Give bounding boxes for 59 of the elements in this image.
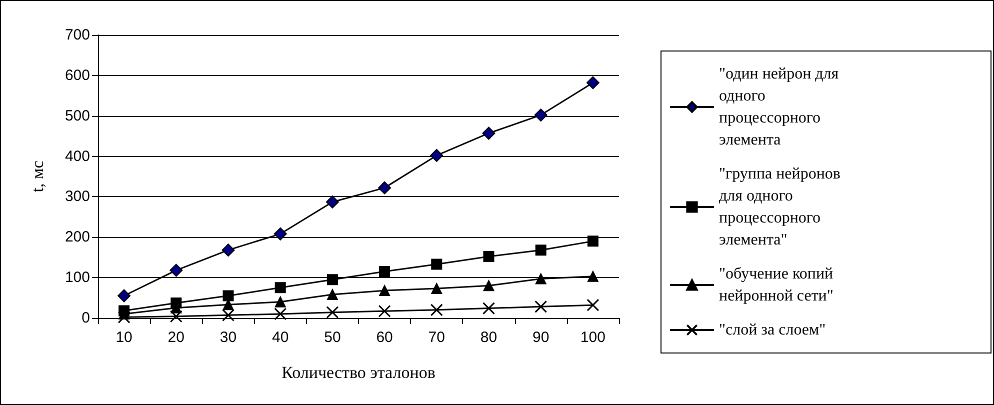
point — [326, 195, 339, 208]
y-tick-label: 300 — [64, 188, 90, 206]
x-tick-label: 50 — [324, 329, 341, 346]
point — [587, 236, 598, 247]
x-axis-title: Количество эталонов — [282, 363, 436, 382]
y-tick-label: 200 — [64, 228, 90, 246]
y-tick-label: 600 — [64, 66, 90, 84]
legend-label: "обучение копий нейронной сети" — [719, 266, 838, 304]
point — [534, 300, 548, 313]
x-tick-label: 80 — [480, 329, 498, 346]
y-tick-label: 0 — [82, 310, 90, 326]
y-tick-label: 500 — [64, 107, 90, 124]
x-tick-label: 20 — [168, 329, 184, 346]
point — [170, 264, 183, 277]
point — [431, 282, 442, 294]
x-tick-label: 10 — [116, 329, 132, 346]
point — [535, 273, 546, 284]
point — [535, 244, 546, 256]
x-tick-label: 100 — [580, 329, 606, 346]
point — [222, 244, 235, 257]
y-tick-label: 700 — [64, 26, 90, 44]
point — [326, 289, 338, 300]
point — [430, 304, 443, 316]
point — [222, 290, 234, 302]
legend-label: "группа нейронов для одного процессорного элемента" — [719, 166, 844, 248]
x-tick-label: 70 — [428, 329, 445, 346]
point — [326, 306, 339, 319]
point — [379, 266, 390, 278]
point — [222, 308, 234, 322]
point — [274, 308, 287, 320]
point — [586, 76, 600, 90]
point — [430, 148, 444, 162]
point — [274, 296, 286, 308]
x-tick-label: 60 — [376, 329, 393, 346]
point — [482, 126, 496, 140]
point — [431, 258, 442, 270]
point — [118, 310, 130, 324]
point — [274, 227, 287, 240]
point — [483, 280, 494, 292]
y-tick-label: 400 — [64, 148, 90, 165]
point — [534, 108, 548, 122]
x-tick-label: 90 — [532, 329, 550, 346]
point — [586, 298, 600, 312]
legend-label: "один нейрон для одного процессорного элемента — [719, 66, 843, 148]
point — [587, 270, 598, 282]
y-axis-title: t, мс — [28, 160, 47, 192]
point — [483, 251, 494, 262]
point — [118, 289, 131, 302]
point — [378, 181, 392, 194]
x-tick-label: 40 — [272, 329, 289, 346]
point — [378, 304, 391, 318]
point — [274, 282, 286, 294]
point — [379, 285, 390, 296]
x-tick-label: 30 — [220, 329, 237, 346]
point — [482, 302, 495, 315]
point — [170, 310, 182, 323]
y-tick-label: 100 — [64, 269, 90, 286]
legend-label: "слой за слоем" — [719, 322, 826, 338]
point — [326, 274, 338, 286]
